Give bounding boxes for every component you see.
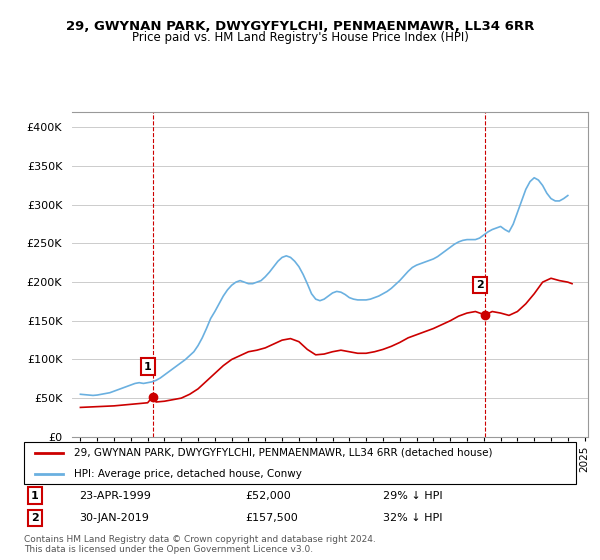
Text: 29, GWYNAN PARK, DWYGYFYLCHI, PENMAENMAWR, LL34 6RR (detached house): 29, GWYNAN PARK, DWYGYFYLCHI, PENMAENMAW… — [74, 448, 492, 458]
Text: 2: 2 — [476, 280, 484, 290]
Text: 29, GWYNAN PARK, DWYGYFYLCHI, PENMAENMAWR, LL34 6RR: 29, GWYNAN PARK, DWYGYFYLCHI, PENMAENMAW… — [66, 20, 534, 32]
Text: 29% ↓ HPI: 29% ↓ HPI — [383, 491, 442, 501]
Text: HPI: Average price, detached house, Conwy: HPI: Average price, detached house, Conw… — [74, 469, 302, 479]
Text: 23-APR-1999: 23-APR-1999 — [79, 491, 151, 501]
Text: 1: 1 — [144, 362, 152, 371]
Text: 2: 2 — [31, 513, 39, 523]
FancyBboxPatch shape — [24, 442, 576, 484]
Text: Contains HM Land Registry data © Crown copyright and database right 2024.
This d: Contains HM Land Registry data © Crown c… — [24, 535, 376, 554]
Text: Price paid vs. HM Land Registry's House Price Index (HPI): Price paid vs. HM Land Registry's House … — [131, 31, 469, 44]
Text: 32% ↓ HPI: 32% ↓ HPI — [383, 513, 442, 523]
Text: £52,000: £52,000 — [245, 491, 290, 501]
Text: 1: 1 — [31, 491, 39, 501]
Text: 30-JAN-2019: 30-JAN-2019 — [79, 513, 149, 523]
Text: £157,500: £157,500 — [245, 513, 298, 523]
